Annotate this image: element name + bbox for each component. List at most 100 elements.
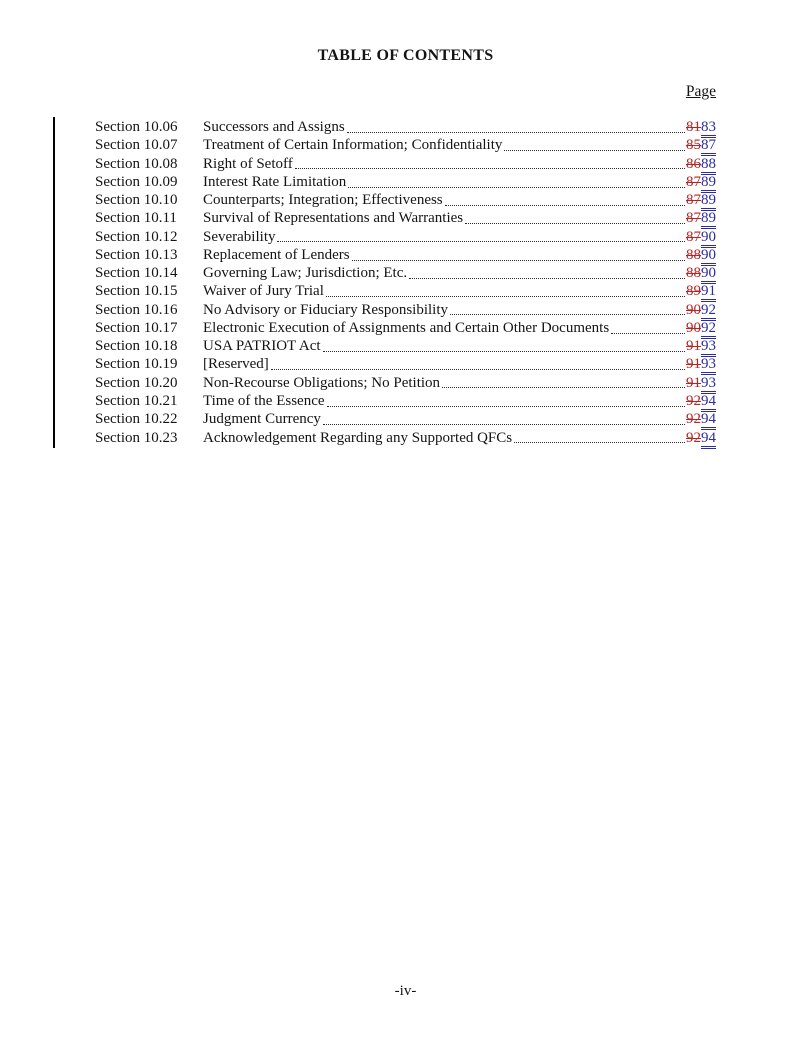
toc-section-number: Section 10.18 [95,338,178,355]
dot-leader [322,350,685,352]
toc-page-number-deleted: 90 [686,301,701,318]
toc-list: Section 10.06 Successors and Assigns 81 … [95,118,716,449]
toc-section-number: Section 10.09 [95,173,178,190]
toc-entry-row: Section 10.18 USA PATRIOT Act 91 93 [95,337,716,358]
toc-page-number-inserted: 94 [701,430,716,449]
toc-section-number: Section 10.10 [95,192,178,209]
dot-leader [322,424,685,426]
dot-leader [465,223,685,225]
toc-entry-row: Section 10.09 Interest Rate Limitation 8… [95,173,716,193]
toc-section-title: No Advisory or Fiduciary Responsibility [203,301,448,318]
toc-entry-row: Section 10.10 Counterparts; Integration;… [95,191,716,212]
toc-page-number-inserted: 90 [701,247,716,266]
toc-section-number: Section 10.22 [95,411,178,428]
footer-page-number: -iv- [394,983,417,999]
toc-entry-row: Section 10.15 Waiver of Jury Trial 89 91 [95,282,716,303]
toc-section-title: Survival of Representations and Warranti… [203,210,464,227]
toc-entry-row: Section 10.07 Treatment of Certain Infor… [95,136,716,157]
toc-page-number-deleted: 89 [686,283,701,300]
toc-page-number-deleted: 91 [686,338,701,355]
toc-entry-row: Section 10.17 Electronic Execution of As… [95,319,716,339]
toc-page-number-deleted: 87 [686,192,701,209]
dot-leader [346,131,685,133]
toc-section-number: Section 10.21 [95,392,178,409]
dot-leader [450,314,685,316]
toc-entry-row: Section 10.21 Time of the Essence 92 94 [95,392,716,412]
toc-page-number-deleted: 88 [686,265,701,282]
toc-section-title: Severability [203,228,276,245]
toc-entry-row: Section 10.06 Successors and Assigns 81 … [95,118,716,138]
toc-page-number-deleted: 85 [686,137,701,154]
toc-page-number-inserted: 94 [701,412,716,431]
toc-page-number-deleted: 90 [686,319,701,336]
toc-section-number: Section 10.20 [95,374,178,391]
dot-leader [270,369,685,371]
dot-leader [611,332,685,334]
toc-section-number: Section 10.15 [95,283,178,300]
toc-page-number-inserted: 87 [701,138,716,157]
toc-page-number-inserted: 93 [701,357,716,376]
toc-page-number-deleted: 91 [686,374,701,391]
toc-page-number-deleted: 87 [686,173,701,190]
toc-section-title: Successors and Assigns [203,119,345,135]
toc-section-number: Section 10.08 [95,155,178,172]
toc-page-number-inserted: 83 [701,120,716,138]
dot-leader [326,405,685,407]
toc-section-number: Section 10.06 [95,119,178,135]
dot-leader [277,241,685,243]
toc-entry-row: Section 10.19 [Reserved] 91 93 [95,355,716,376]
toc-entry-row: Section 10.23 Acknowledgement Regarding … [95,429,716,449]
toc-page-number-deleted: 86 [686,155,701,172]
toc-section-title: Time of the Essence [203,392,325,409]
toc-section-title: Judgment Currency [203,411,321,428]
toc-page-number-deleted: 92 [686,429,701,446]
toc-page-number-deleted: 91 [686,356,701,373]
toc-page-number-inserted: 89 [701,193,716,212]
toc-section-number: Section 10.14 [95,265,178,282]
toc-section-title: [Reserved] [203,356,269,373]
toc-page-number-inserted: 90 [701,266,716,285]
toc-section-title: Right of Setoff [203,155,293,172]
dot-leader [444,204,685,206]
toc-entry-row: Section 10.14 Governing Law; Jurisdictio… [95,264,716,285]
toc-page-number-inserted: 89 [701,174,716,193]
toc-section-number: Section 10.13 [95,246,178,263]
dot-leader [351,259,685,261]
toc-page-number-inserted: 89 [701,211,716,230]
dot-leader [514,442,685,444]
toc-section-number: Section 10.07 [95,137,178,154]
toc-section-number: Section 10.12 [95,228,178,245]
toc-page-number-inserted: 92 [701,302,716,321]
toc-section-title: Electronic Execution of Assignments and … [203,319,610,336]
toc-entry-row: Section 10.16 No Advisory or Fiduciary R… [95,301,716,321]
toc-section-title: Waiver of Jury Trial [203,283,324,300]
toc-page-number-deleted: 92 [686,392,701,409]
toc-page-number-inserted: 88 [701,156,716,175]
toc-section-number: Section 10.17 [95,319,178,336]
toc-entry-row: Section 10.12 Severability 87 90 [95,228,716,248]
toc-section-title: Counterparts; Integration; Effectiveness [203,192,443,209]
toc-page-number-deleted: 81 [686,119,701,135]
toc-section-title: USA PATRIOT Act [203,338,321,355]
toc-entry-row: Section 10.22 Judgment Currency 92 94 [95,410,716,431]
dot-leader [409,277,685,279]
toc-page-number-deleted: 87 [686,210,701,227]
toc-page-number-deleted: 88 [686,246,701,263]
toc-section-title: Replacement of Lenders [203,246,350,263]
toc-section-title: Treatment of Certain Information; Confid… [203,137,503,154]
toc-section-number: Section 10.11 [95,210,177,227]
dot-leader [294,168,685,170]
toc-entry-row: Section 10.20 Non-Recourse Obligations; … [95,374,716,394]
dot-leader [348,186,685,188]
toc-page-number-inserted: 91 [701,284,716,303]
toc-section-number: Section 10.19 [95,356,178,373]
toc-entry-row: Section 10.08 Right of Setoff 86 88 [95,155,716,175]
toc-section-title: Interest Rate Limitation [203,173,347,190]
dot-leader [442,387,685,389]
page-title: TABLE OF CONTENTS [317,47,494,64]
toc-section-number: Section 10.16 [95,301,178,318]
toc-entry-row: Section 10.11 Survival of Representation… [95,209,716,230]
toc-page-number-deleted: 92 [686,411,701,428]
toc-page-number-inserted: 93 [701,375,716,394]
